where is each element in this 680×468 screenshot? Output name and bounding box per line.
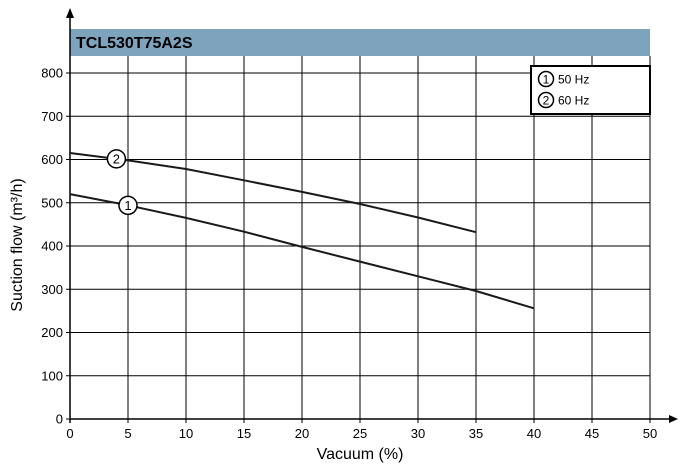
x-tick-label-25: 25 [353, 426, 367, 441]
chart-title: TCL530T75A2S [76, 35, 193, 52]
legend-marker-2-label: 2 [543, 94, 550, 108]
y-axis-arrow [66, 8, 74, 18]
x-tick-label-5: 5 [124, 426, 131, 441]
x-tick-label-10: 10 [179, 426, 193, 441]
legend-marker-1-label: 1 [543, 73, 550, 87]
series-marker-label-1: 1 [124, 198, 131, 213]
y-tick-label-200: 200 [41, 325, 63, 340]
x-tick-label-40: 40 [527, 426, 541, 441]
x-tick-label-20: 20 [295, 426, 309, 441]
title-banner [70, 29, 650, 56]
x-tick-label-50: 50 [643, 426, 657, 441]
series-lines [69, 152, 535, 310]
x-tick-label-45: 45 [585, 426, 599, 441]
series-line-60-hz [69, 152, 477, 234]
grid [70, 56, 651, 419]
y-tick-label-800: 800 [41, 66, 63, 81]
series-marker-2 [106, 149, 127, 169]
legend-marker-1 [537, 70, 555, 88]
y-tick-label-700: 700 [41, 109, 63, 124]
x-tick-label-15: 15 [237, 426, 251, 441]
y-tick-label-400: 400 [41, 239, 63, 254]
legend-marker-2 [537, 91, 555, 109]
legend-entry-60hz: 60 Hz [558, 94, 589, 108]
y-tick-label-600: 600 [41, 152, 63, 167]
x-tick-label-35: 35 [469, 426, 483, 441]
x-tick-label-30: 30 [411, 426, 425, 441]
series-marker-1 [118, 195, 138, 216]
series-line-50-hz [69, 193, 535, 310]
series-marker-label-2: 2 [113, 151, 120, 166]
y-tick-label-500: 500 [41, 195, 63, 210]
y-tick-label-300: 300 [41, 282, 63, 297]
x-tick-labels: 0 5 10 15 20 25 30 35 40 45 50 [66, 419, 657, 441]
x-axis-arrow [669, 415, 678, 423]
legend: 1 50 Hz 2 60 Hz [530, 65, 651, 115]
x-axis-title: Vacuum (%) [317, 446, 404, 463]
y-tick-label-100: 100 [41, 368, 63, 383]
axes [66, 8, 678, 423]
y-axis-title: Suction flow (m³/h) [9, 178, 26, 311]
series-markers: 12 [106, 149, 138, 216]
y-tick-labels: 0 100 200 300 400 500 600 700 800 [41, 66, 70, 427]
legend-entry-50hz: 50 Hz [558, 73, 589, 87]
x-tick-label-0: 0 [66, 426, 73, 441]
y-tick-label-0: 0 [56, 412, 63, 427]
